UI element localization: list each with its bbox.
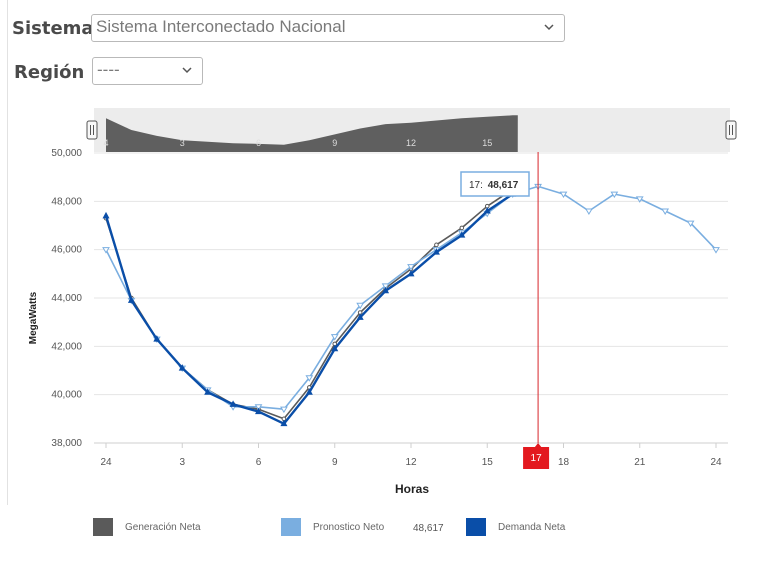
legend-label-demanda: Demanda Neta [498, 521, 566, 533]
sistema-label: Sistema [12, 18, 94, 39]
demand-chart: 4 3 6 9 12 15 38,000 40,000 42,000 44,000 46,000 4… [28, 108, 737, 496]
x-axis-title: Horas [395, 482, 429, 496]
chevron-down-icon [544, 24, 554, 31]
series-pronostico-point [381, 283, 390, 290]
series-pronostico-point [280, 406, 288, 414]
region-label: Región [14, 62, 85, 83]
series-demanda-point [483, 207, 491, 214]
series-pronostico-point [712, 247, 720, 254]
tooltip-label: 17: [469, 180, 483, 191]
series-pronostico-point [407, 264, 415, 271]
y-tick-label: 38,000 [51, 438, 82, 449]
series-pronostico-point [102, 247, 110, 254]
navigator-tick-label: 3 [180, 138, 185, 148]
page-frame-border [7, 0, 12, 505]
y-tick-label: 46,000 [51, 245, 82, 256]
series-pronostico-point [330, 334, 339, 341]
legend-swatch-pronostico [281, 518, 301, 536]
x-tick-label: 24 [100, 457, 112, 468]
legend-value-pronostico: 48,617 [413, 523, 444, 534]
sistema-select[interactable]: Sistema Interconectado Nacional [91, 14, 565, 42]
legend-item-generacion[interactable]: Generación Neta [93, 517, 201, 537]
series-pronostico-point [356, 302, 365, 310]
x-tick-label: 15 [482, 457, 494, 468]
svg-text:17: 48,617: 17: 48,617 [469, 180, 519, 191]
region-select-value: ---- [97, 60, 120, 79]
series-demanda-point [204, 388, 212, 395]
series-demanda-point [280, 419, 288, 427]
tooltip-value: 48,617 [488, 180, 519, 191]
legend-label-pronostico: Pronostico Neto [313, 521, 385, 533]
series-generacion-point [434, 242, 439, 248]
y-tick-label: 42,000 [51, 341, 82, 352]
y-tick-label: 44,000 [51, 293, 82, 304]
navigator-right-handle[interactable] [725, 120, 737, 140]
x-tick-label: 9 [332, 457, 338, 468]
series-generacion-line [105, 185, 526, 420]
x-tick-label: 24 [710, 457, 722, 468]
legend-item-pronostico[interactable]: Pronostico Neto [281, 517, 384, 537]
y-axis-title: MegaWatts [28, 291, 39, 344]
tooltip: 17: 48,617 [460, 171, 530, 197]
navigator-tick-label: 4 [103, 138, 108, 148]
series-pronostico-point [559, 191, 568, 199]
series-generacion-point [459, 225, 465, 231]
series-demanda-point [331, 344, 339, 352]
legend-label-generacion: Generación Neta [125, 521, 201, 533]
series-pronostico-point [254, 404, 263, 411]
navigator-tick-label: 6 [256, 138, 261, 148]
y-tick-label: 50,000 [51, 148, 82, 159]
sistema-select-value: Sistema Interconectado Nacional [96, 17, 346, 36]
series-demanda-point [178, 364, 186, 371]
cursor-label-text: 17 [531, 453, 543, 464]
series-demanda-point [356, 313, 364, 320]
navigator-tick-label: 15 [482, 138, 492, 148]
series-demanda-point [102, 211, 110, 219]
y-tick-label: 48,000 [51, 196, 82, 207]
series-demanda-point [458, 231, 466, 238]
series-pronostico-point [686, 220, 695, 228]
series-demanda-point [127, 296, 135, 303]
x-tick-label: 21 [634, 457, 646, 468]
y-tick-label: 40,000 [51, 390, 82, 401]
series-pronostico-point [585, 208, 593, 215]
series-demanda-point [407, 269, 415, 277]
region-select[interactable]: ---- [92, 57, 203, 85]
series-demanda-point [382, 286, 390, 294]
cursor-label: 17 [523, 443, 550, 469]
series-demanda-point [305, 388, 313, 395]
legend-item-demanda[interactable]: Demanda Neta [466, 517, 565, 537]
navigator-tick-label: 9 [332, 138, 337, 148]
series-pronostico-point [305, 375, 314, 382]
series-pronostico-point [635, 196, 644, 203]
chevron-down-icon [182, 67, 192, 74]
series-demanda-point [153, 335, 161, 342]
x-tick-label: 18 [558, 457, 570, 468]
navigator-left-handle[interactable] [86, 120, 98, 140]
series-demanda-line [104, 185, 527, 425]
range-navigator[interactable]: 4 3 6 9 12 15 [86, 108, 737, 152]
x-tick-label: 12 [405, 457, 417, 468]
series-pronostico-point [661, 208, 670, 215]
x-tick-label: 3 [179, 457, 185, 468]
series-demanda-point [432, 248, 440, 255]
navigator-tick-label: 12 [406, 138, 416, 148]
series-demanda-point [229, 400, 237, 407]
x-tick-label: 6 [256, 457, 262, 468]
legend-swatch-generacion [93, 518, 113, 536]
series-pronostico-point [610, 191, 619, 199]
series-demanda-point [255, 407, 262, 415]
navigator-area [106, 115, 518, 152]
legend-swatch-demanda [466, 518, 486, 536]
